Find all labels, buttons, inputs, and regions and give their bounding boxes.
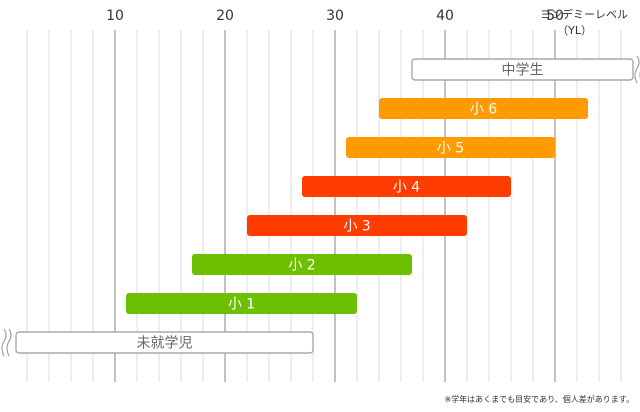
grade-bar: [192, 254, 412, 275]
grade-bar-label: 未就学児: [137, 336, 193, 352]
axis-break-mark: [1, 328, 7, 357]
grade-bar: [15, 331, 314, 354]
footnote: ※学年はあくまでも目安であり、個人差があります。: [444, 394, 634, 404]
x-tick-label: 20: [216, 8, 234, 24]
grade-bar-label: 小 4: [393, 180, 420, 196]
grid-lines: [26, 30, 622, 382]
x-tick-label: 40: [436, 8, 454, 24]
grade-bar-group: 小 4: [302, 176, 511, 197]
grade-bar-group: 小 2: [192, 254, 412, 275]
grade-bar-label: 小 6: [470, 102, 497, 118]
grade-bar-label: 小 1: [228, 297, 255, 313]
grade-bar-group: 中学生: [411, 55, 640, 84]
grade-bar: [247, 215, 467, 236]
unit-label-line2: （YL）: [557, 24, 592, 37]
grade-bar-group: 未就学児: [1, 328, 314, 357]
unit-label-line1: ヨンデミーレベル: [540, 7, 628, 21]
grade-bar-label: 中学生: [502, 63, 544, 79]
grade-bar-group: 小 3: [247, 215, 467, 236]
grade-bar-group: 小 5: [346, 137, 555, 158]
grade-bar: [302, 176, 511, 197]
grade-bar: [346, 137, 555, 158]
axis-break-mark: [6, 328, 12, 357]
grade-bar-label: 小 3: [343, 219, 370, 235]
grade-bar-label: 小 5: [437, 141, 464, 157]
x-tick-label: 10: [106, 8, 124, 24]
axis-break-mark: [634, 55, 640, 84]
x-tick-labels: 10 20 30 40 50: [106, 8, 564, 24]
x-tick-label: 30: [326, 8, 344, 24]
grade-bar-group: 小 1: [126, 293, 357, 314]
grade-bar-label: 小 2: [288, 258, 315, 274]
x-tick-label: 50: [546, 8, 564, 24]
grade-bar: [379, 98, 588, 119]
grade-bar: [126, 293, 357, 314]
grade-bar-group: 小 6: [379, 98, 588, 119]
grade-bar: [411, 58, 634, 81]
